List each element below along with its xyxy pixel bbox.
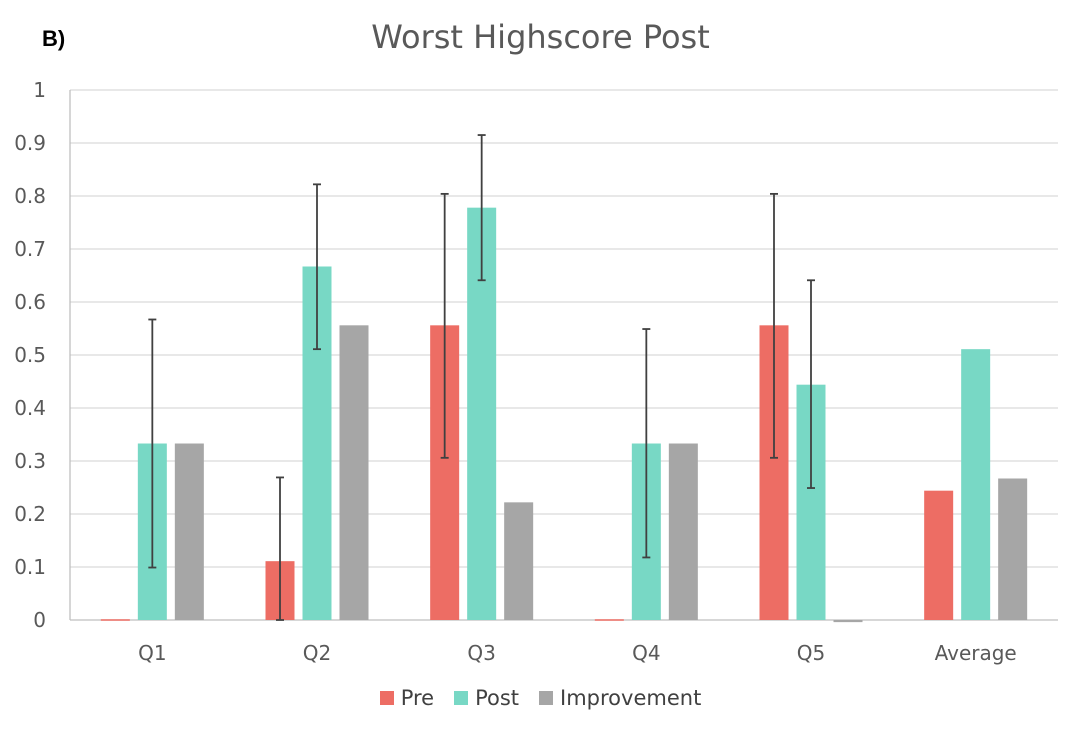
bar xyxy=(100,619,130,621)
bar xyxy=(504,502,534,620)
y-tick-label: 0.6 xyxy=(14,290,46,314)
legend: Pre Post Improvement xyxy=(0,686,1081,710)
legend-label-pre: Pre xyxy=(400,686,435,710)
x-tick-label: Q4 xyxy=(632,641,660,665)
legend-swatch-post xyxy=(454,691,469,705)
y-tick-label: 0.8 xyxy=(14,184,46,208)
bar xyxy=(998,478,1028,620)
panel-label: B) xyxy=(42,26,66,51)
x-tick-label: Q5 xyxy=(797,641,825,665)
x-tick-label: Q3 xyxy=(467,641,495,665)
legend-swatch-improvement xyxy=(539,691,554,705)
bar xyxy=(961,349,991,620)
y-tick-label: 0 xyxy=(33,608,46,632)
x-tick-label: Average xyxy=(935,641,1017,665)
bar xyxy=(339,325,369,620)
bar xyxy=(594,619,624,621)
bar xyxy=(833,620,863,623)
legend-swatch-pre xyxy=(379,691,394,705)
chart-title: Worst Highscore Post xyxy=(371,18,710,56)
y-tick-label: 0.7 xyxy=(14,237,46,261)
legend-label-post: Post xyxy=(475,686,520,710)
legend-item-pre: Pre xyxy=(379,686,435,710)
y-tick-label: 1 xyxy=(33,78,46,102)
y-tick-label: 0.9 xyxy=(14,131,46,155)
y-tick-label: 0.3 xyxy=(14,449,46,473)
y-tick-label: 0.5 xyxy=(14,343,46,367)
legend-item-post: Post xyxy=(454,686,519,710)
bar xyxy=(174,443,204,620)
y-tick-label: 0.4 xyxy=(14,396,46,420)
bar xyxy=(924,490,954,620)
y-tick-label: 0.2 xyxy=(14,502,46,526)
x-tick-label: Q2 xyxy=(303,641,331,665)
legend-label-improvement: Improvement xyxy=(560,686,702,710)
bar xyxy=(668,443,698,620)
legend-item-improvement: Improvement xyxy=(539,686,701,710)
y-tick-label: 0.1 xyxy=(14,555,46,579)
x-tick-label: Q1 xyxy=(138,641,166,665)
